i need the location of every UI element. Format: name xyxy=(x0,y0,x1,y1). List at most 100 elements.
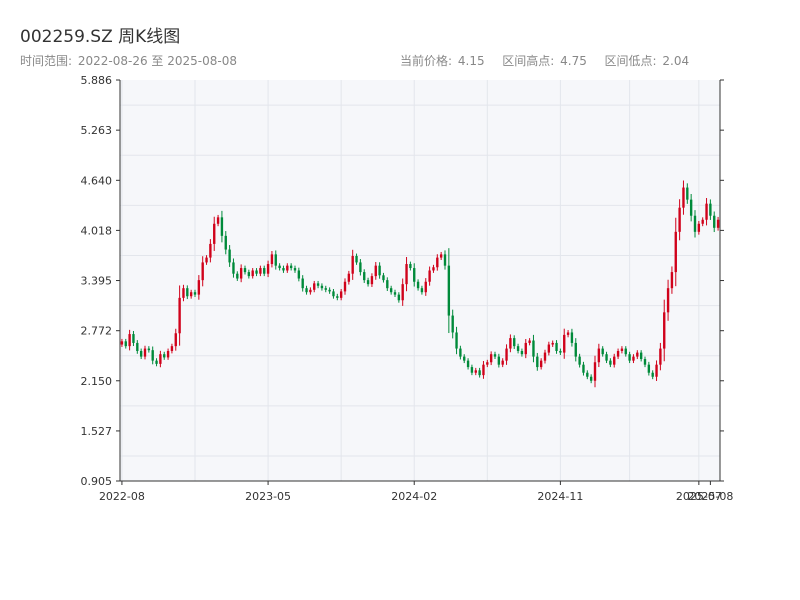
candle-body xyxy=(447,265,451,316)
candle-body xyxy=(124,341,127,347)
y-tick-label: 4.018 xyxy=(81,224,113,237)
y-tick-label: 4.640 xyxy=(81,174,113,187)
candle-body xyxy=(639,352,643,360)
range-low-value: 2.04 xyxy=(662,54,690,68)
candle-body xyxy=(405,264,408,285)
candle-body xyxy=(359,262,362,273)
candle-body xyxy=(255,270,258,274)
x-tick-label: 2025-07 xyxy=(676,490,722,503)
candle-body xyxy=(593,362,597,381)
candle-body xyxy=(259,268,262,274)
candle-body xyxy=(320,285,324,289)
range-high-label: 区间高点: xyxy=(502,54,555,68)
candle-body xyxy=(247,272,251,277)
x-tick-label: 2024-02 xyxy=(391,490,437,503)
candle-body xyxy=(266,264,270,274)
candle-body xyxy=(136,342,139,351)
candle-body xyxy=(374,265,377,277)
current-price-label: 当前价格: xyxy=(400,54,453,68)
candle-body xyxy=(336,296,339,298)
candle-body xyxy=(705,203,708,220)
y-tick-label: 2.772 xyxy=(81,325,113,338)
candle-body xyxy=(547,344,551,353)
candle-body xyxy=(482,364,485,376)
candle-body xyxy=(355,255,358,263)
candle-body xyxy=(647,364,651,373)
candle-body xyxy=(451,315,454,333)
candle-body xyxy=(389,288,393,293)
candle-body xyxy=(466,360,470,368)
candle-body xyxy=(270,254,274,265)
candle-body xyxy=(582,364,585,373)
candle-body xyxy=(497,356,501,365)
candle-body xyxy=(532,340,535,357)
candle-body xyxy=(666,288,670,313)
candle-body xyxy=(343,281,347,292)
candle-body xyxy=(516,346,520,351)
x-tick-label: 2022-08 xyxy=(99,490,145,503)
candle-body xyxy=(309,289,312,293)
candle-body xyxy=(205,257,208,263)
candle-body xyxy=(401,284,404,301)
y-tick-label: 3.395 xyxy=(81,275,113,288)
candle-body xyxy=(536,356,539,368)
candle-body xyxy=(170,346,174,351)
candle-body xyxy=(386,280,389,289)
candle-body xyxy=(339,291,343,298)
candle-body xyxy=(209,243,212,258)
candle-body xyxy=(155,360,158,364)
candle-body xyxy=(659,348,662,365)
candle-body xyxy=(616,350,620,357)
candle-body xyxy=(474,370,477,373)
candle-body xyxy=(609,360,612,365)
price-stats: 当前价格: 4.15 区间高点: 4.75 区间低点: 2.04 xyxy=(400,52,689,69)
candles xyxy=(120,180,720,388)
candle-body xyxy=(313,283,316,290)
candle-body xyxy=(178,297,181,334)
candle-body xyxy=(716,219,720,228)
candle-body xyxy=(551,342,554,345)
range-low-label: 区间低点: xyxy=(604,54,657,68)
candle-body xyxy=(420,288,424,293)
candle-body xyxy=(428,270,431,282)
candle-body xyxy=(289,265,293,269)
candle-body xyxy=(293,268,297,271)
candle-body xyxy=(128,334,131,347)
candle-body xyxy=(589,376,593,381)
candle-body xyxy=(213,223,216,244)
candle-body xyxy=(559,350,562,353)
candle-body xyxy=(189,292,193,297)
candle-body xyxy=(263,268,266,274)
candle-body xyxy=(682,187,685,208)
candle-body xyxy=(651,372,654,377)
candle-body xyxy=(274,254,277,266)
candle-body xyxy=(366,280,370,285)
candle-body xyxy=(574,342,577,357)
candle-body xyxy=(674,231,677,273)
candle-body xyxy=(370,276,374,285)
candle-body xyxy=(251,270,254,277)
candle-body xyxy=(509,338,512,349)
candle-body xyxy=(443,254,447,266)
candle-body xyxy=(663,312,666,349)
y-axis: 5.886 5.263 4.640 4.018 3.395 2.772 2.150 1.527… xyxy=(81,74,724,488)
candle-body xyxy=(197,280,201,295)
chart-title: 002259.SZ 周K线图 xyxy=(20,27,181,47)
candle-body xyxy=(132,334,135,343)
candle-body xyxy=(432,267,435,271)
candle-body xyxy=(120,341,124,345)
candle-body xyxy=(636,352,639,357)
candle-body xyxy=(393,292,397,295)
candle-body xyxy=(201,262,204,281)
candle-body xyxy=(159,354,162,364)
date-range-label: 时间范围: xyxy=(20,54,73,68)
candle-body xyxy=(670,272,674,289)
candle-body xyxy=(570,332,574,343)
candle-body xyxy=(601,348,604,355)
x-axis: 2022-08 2023-05 2024-02 2024-11 2025-072025-… xyxy=(99,481,733,503)
x-tick-label: 2023-05 xyxy=(245,490,291,503)
candle-body xyxy=(139,350,143,357)
candle-body xyxy=(543,352,547,361)
candle-body xyxy=(278,265,281,269)
candle-body xyxy=(143,348,147,357)
